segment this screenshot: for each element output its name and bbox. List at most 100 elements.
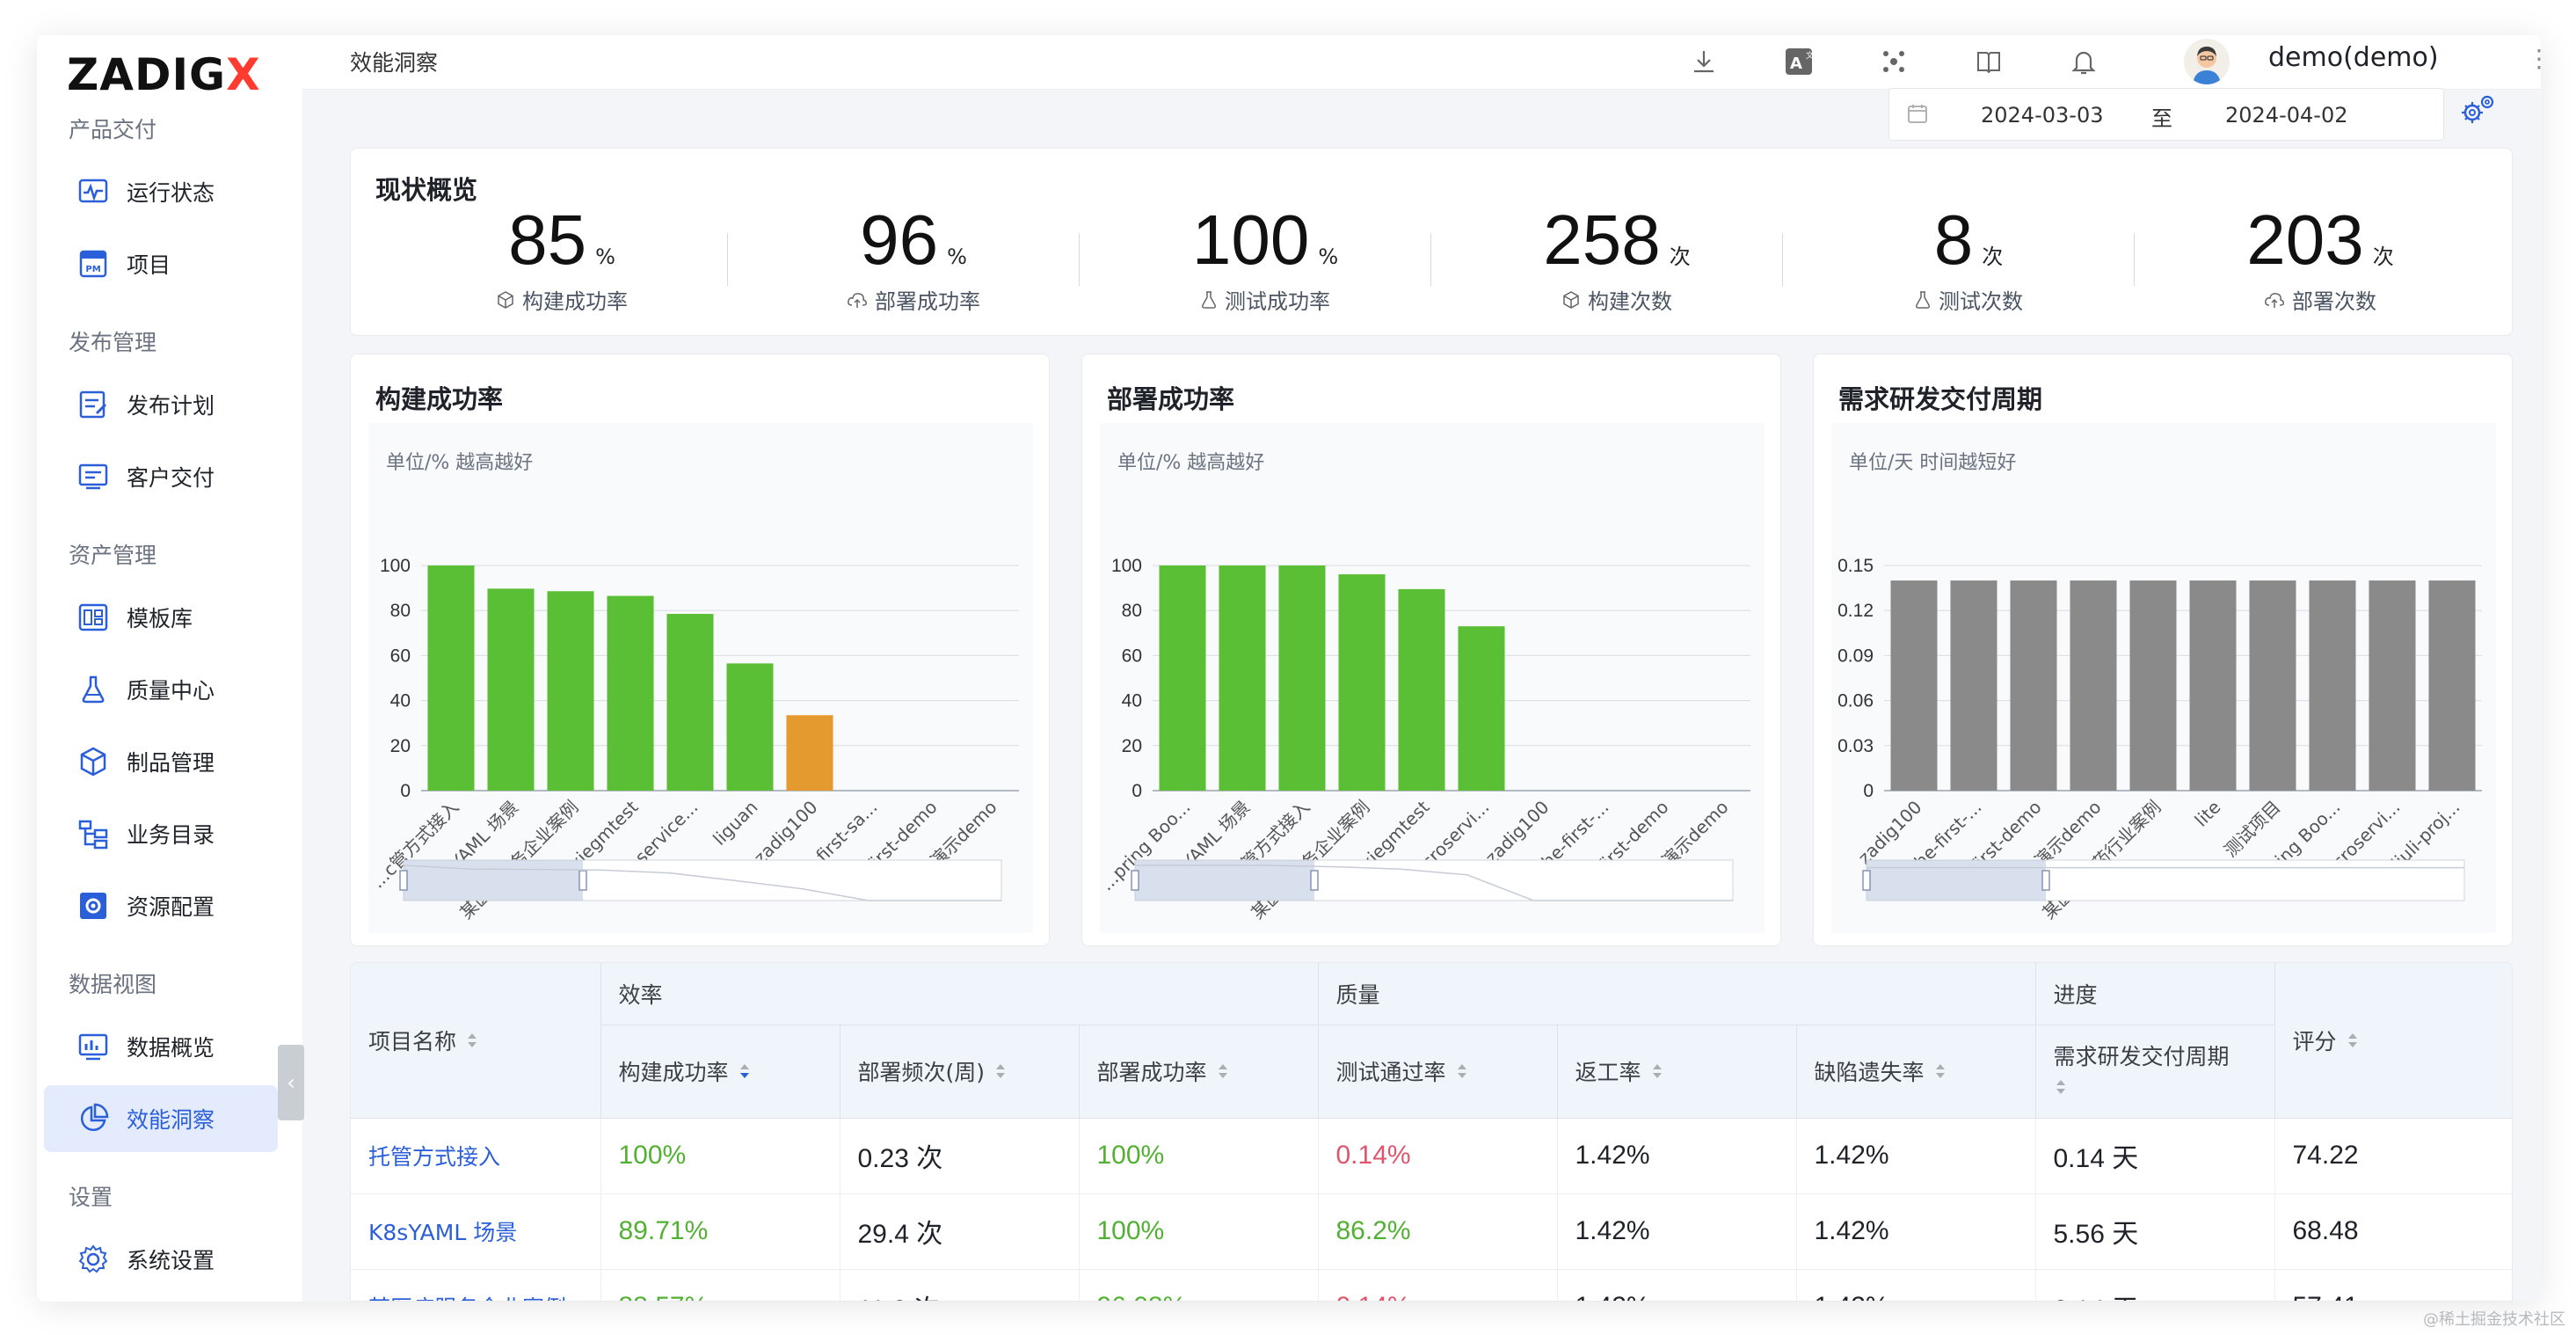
sidebar-item-system-settings[interactable]: 系统设置	[44, 1226, 278, 1293]
col-score[interactable]: 评分	[2274, 963, 2512, 1119]
y-tick-label: 0	[1863, 781, 1874, 801]
cell-test-rate: 0.14%	[1318, 1269, 1558, 1301]
col-defect-escape-rate[interactable]: 缺陷遗失率	[1796, 1025, 2036, 1119]
avatar[interactable]	[2184, 39, 2230, 84]
sidebar-item-template-library[interactable]: 模板库	[44, 584, 278, 651]
table-row: 某医疗服务企业案例 88.57% 11.9 次 96.08% 0.14% 1.4…	[351, 1269, 2512, 1301]
sort-icon[interactable]	[1216, 1061, 1230, 1087]
bar	[1890, 580, 1938, 791]
sort-desc-active-icon[interactable]	[738, 1061, 752, 1087]
bar	[2070, 580, 2117, 791]
overview-title: 现状概览	[375, 175, 478, 205]
project-link[interactable]: 某医疗服务企业案例	[351, 1269, 601, 1301]
project-link[interactable]: K8sYAML 场景	[351, 1193, 601, 1270]
stat-deploy-count: 203 次 部署次数	[2144, 200, 2496, 332]
sidebar-collapse-button[interactable]: ‹	[278, 1045, 304, 1120]
bar	[1159, 565, 1206, 791]
sidebar-item-label: 资源配置	[127, 894, 215, 920]
group-efficiency: 效率	[600, 963, 1319, 1025]
datazoom-window	[1135, 860, 1314, 901]
start-date[interactable]: 2024-03-03	[1981, 103, 2104, 128]
sidebar-item-customer-delivery[interactable]: 客户交付	[44, 443, 278, 510]
col-project-name[interactable]: 项目名称	[351, 963, 601, 1119]
datazoom-handle-right[interactable]	[1310, 870, 1319, 891]
datazoom-handle-left[interactable]	[1131, 870, 1139, 891]
sort-icon[interactable]	[1455, 1061, 1469, 1087]
datazoom-handle-right[interactable]	[2041, 870, 2050, 891]
sidebar-item-label: 客户交付	[127, 465, 215, 491]
chart-subtitle: 单位/% 越高越好	[386, 452, 533, 474]
sidebar-item-quality-center[interactable]: 质量中心	[44, 656, 278, 723]
stat-unit: %	[1318, 244, 1339, 269]
col-delivery-cycle[interactable]: 需求研发交付周期	[2035, 1025, 2275, 1119]
bar	[427, 565, 475, 791]
docs-book-icon[interactable]	[1971, 44, 2006, 79]
sidebar-item-artifacts[interactable]: 制品管理	[44, 728, 278, 795]
cell-rework-rate: 1.42%	[1557, 1118, 1797, 1194]
sidebar-item-performance-insight[interactable]: 效能洞察	[44, 1085, 278, 1152]
nav-group-data-view: 数据视图	[69, 972, 157, 997]
sidebar-item-project[interactable]: PM 项目	[44, 230, 278, 297]
bell-icon[interactable]	[2066, 44, 2101, 79]
sort-icon[interactable]	[2346, 1030, 2360, 1056]
datazoom-handle-left[interactable]	[1862, 870, 1871, 891]
chart-card-build-success: 构建成功率 单位/% 越高越好 0 20 40 60 80 100 ...c管方式接入 K8sY…	[350, 354, 1050, 946]
y-tick-label: 80	[1122, 601, 1142, 621]
delivery-cycle-chart[interactable]: 单位/天 时间越短好00.030.060.090.120.15zadig100t…	[1831, 423, 2496, 933]
y-tick-label: 60	[390, 646, 411, 666]
nav-group-product-delivery: 产品交付	[69, 117, 157, 142]
col-deploy-success-rate[interactable]: 部署成功率	[1079, 1025, 1319, 1119]
svg-text:文: 文	[1806, 50, 1814, 61]
project-link[interactable]: 托管方式接入	[351, 1118, 601, 1194]
chart-overview-icon	[76, 1029, 111, 1064]
cube-icon	[1563, 290, 1579, 309]
zadigx-logo[interactable]: ZADIGX	[67, 49, 261, 100]
chart-title: 部署成功率	[1107, 384, 1235, 414]
sidebar-item-release-plan[interactable]: 发布计划	[44, 371, 278, 438]
flask-icon	[1202, 290, 1216, 309]
end-date[interactable]: 2024-04-02	[2225, 103, 2348, 128]
sidebar-item-label: 运行状态	[127, 180, 215, 206]
nav-group-settings: 设置	[69, 1185, 113, 1210]
sidebar-item-label: 系统设置	[127, 1248, 215, 1273]
settings-gears-icon[interactable]	[2458, 93, 2499, 132]
watermark: @稀土掘金技术社区	[2423, 1310, 2565, 1329]
sort-icon[interactable]	[1650, 1061, 1664, 1087]
user-name[interactable]: demo(demo)	[2268, 42, 2439, 73]
cell-build-rate: 88.57%	[600, 1269, 840, 1301]
y-tick-label: 20	[390, 736, 411, 756]
bar	[2369, 580, 2416, 791]
sort-icon[interactable]	[465, 1030, 479, 1056]
sidebar-item-run-status[interactable]: 运行状态	[44, 158, 278, 225]
col-deploy-frequency[interactable]: 部署频次(周)	[840, 1025, 1080, 1119]
sidebar-item-resource-config[interactable]: 资源配置	[44, 872, 278, 939]
chart-card-delivery-cycle: 需求研发交付周期 单位/天 时间越短好 0 0.03 0.06 0.09 0.12 0.15…	[1813, 354, 2513, 946]
stat-unit: %	[947, 244, 967, 269]
stat-divider	[727, 233, 728, 286]
overview-card: 现状概览 85% 构建成功率 96% 部署成功率 100% 测试成功率 258 次…	[350, 148, 2513, 336]
cloud-upload-icon	[848, 292, 867, 308]
cell-rework-rate: 1.42%	[1557, 1193, 1797, 1270]
bar	[1458, 626, 1505, 791]
bar	[1338, 574, 1386, 791]
date-range-picker[interactable]: 2024-03-03 至 2024-04-02	[1888, 88, 2444, 141]
download-icon[interactable]	[1686, 44, 1721, 79]
stat-value: 85	[508, 201, 587, 279]
sort-icon[interactable]	[2054, 1076, 2068, 1103]
sidebar-item-business-catalog[interactable]: 业务目录	[44, 800, 278, 867]
sort-icon[interactable]	[1933, 1061, 1947, 1087]
datazoom-handle-left[interactable]	[399, 870, 408, 891]
cluster-icon[interactable]	[1876, 44, 1911, 79]
bar	[607, 595, 654, 791]
col-build-success-rate[interactable]: 构建成功率	[600, 1025, 840, 1119]
sidebar-item-data-overview[interactable]: 数据概览	[44, 1013, 278, 1080]
datazoom-handle-right[interactable]	[579, 870, 587, 891]
cell-build-rate: 89.71%	[600, 1193, 840, 1270]
sort-icon[interactable]	[993, 1061, 1008, 1087]
col-rework-rate[interactable]: 返工率	[1557, 1025, 1797, 1119]
more-vertical-icon[interactable]: ⋮	[2527, 44, 2541, 73]
col-test-pass-rate[interactable]: 测试通过率	[1318, 1025, 1558, 1119]
